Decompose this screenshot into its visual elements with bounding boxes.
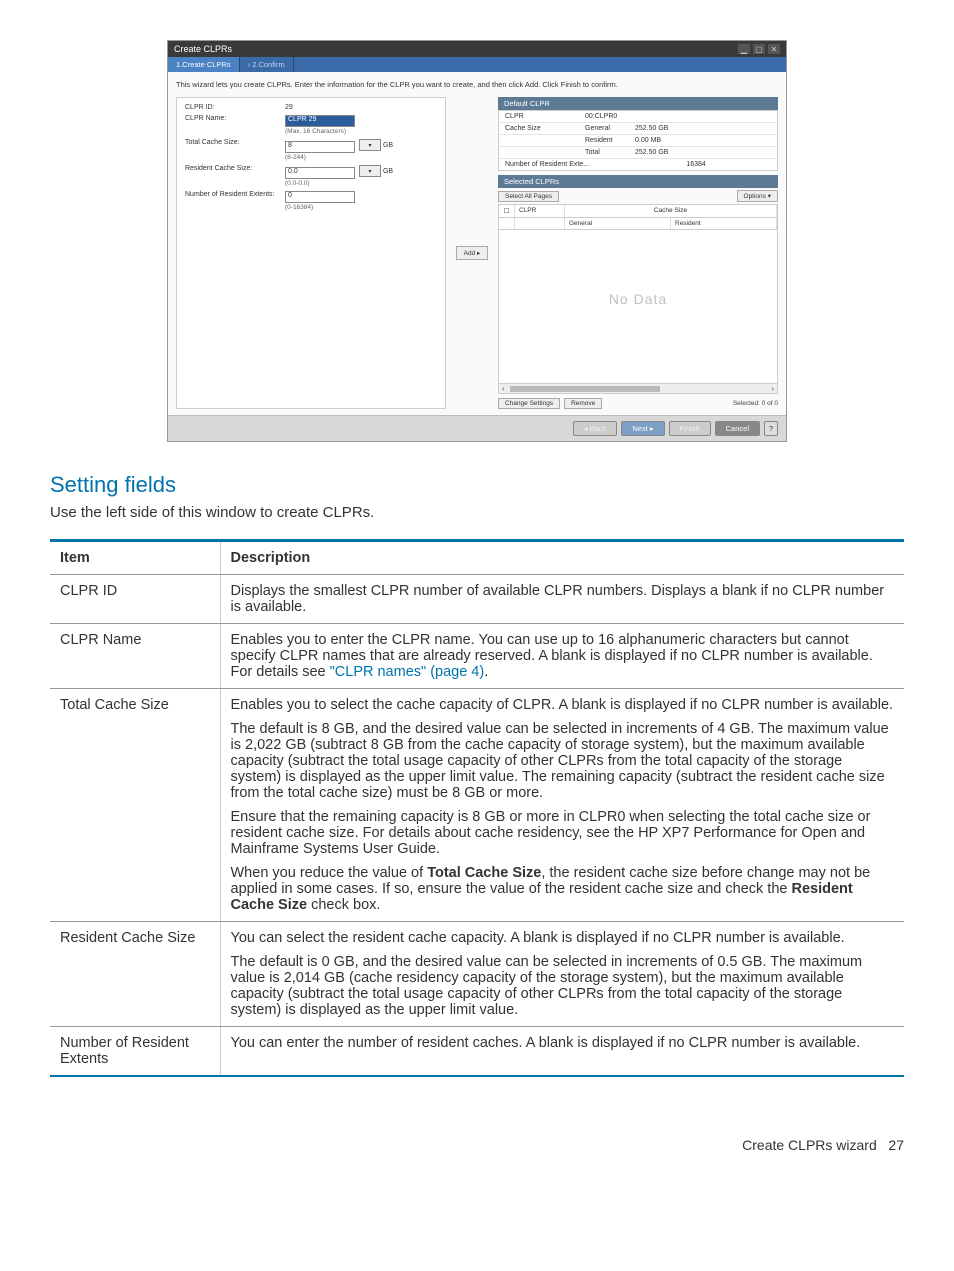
back-button[interactable]: ◂ Back (573, 421, 618, 436)
item-column-header: Item (50, 541, 220, 575)
total-cache-field[interactable]: 8 (285, 141, 355, 153)
help-button[interactable]: ? (764, 421, 778, 436)
horizontal-scrollbar[interactable] (499, 383, 777, 393)
default-clpr-header: Default CLPR (498, 97, 778, 110)
dialog-footer: ◂ Back Next ▸ Finish Cancel ? (168, 415, 786, 441)
cancel-button[interactable]: Cancel (715, 421, 760, 436)
resident-column-header: Resident (671, 218, 777, 229)
resident-cache-unit-dropdown[interactable]: ▾ (359, 165, 381, 177)
default-total-value: 252.50 GB (629, 147, 777, 158)
item-clpr-name: CLPR Name (50, 624, 220, 689)
next-button[interactable]: Next ▸ (621, 421, 664, 436)
maximize-icon[interactable]: ▢ (753, 44, 765, 54)
total-cache-hint: (8-244) (285, 154, 437, 161)
page-footer: Create CLPRs wizard 27 (50, 1137, 904, 1153)
default-resident-value: 0.00 MB (629, 135, 777, 146)
default-general-value: 252.50 GB (629, 123, 777, 134)
default-clpr-panel: CLPR 00:CLPR0 Cache Size General 252.50 … (498, 110, 778, 171)
clpr-name-field[interactable]: CLPR 29 (285, 115, 355, 127)
table-row: CLPR ID Displays the smallest CLPR numbe… (50, 575, 904, 624)
clpr-id-label: CLPR ID: (185, 104, 285, 111)
item-clpr-id: CLPR ID (50, 575, 220, 624)
scrollbar-thumb[interactable] (510, 386, 660, 392)
desc-total-cache: Enables you to select the cache capacity… (220, 689, 904, 922)
tab-create-clprs[interactable]: 1.Create CLPRs (168, 57, 240, 72)
resident-cache-field[interactable]: 0.0 (285, 167, 355, 179)
options-button[interactable]: Options ▾ (737, 190, 778, 202)
minimize-icon[interactable]: ▁ (738, 44, 750, 54)
desc-clpr-id: Displays the smallest CLPR number of ava… (220, 575, 904, 624)
total-cache-label: Total Cache Size: (185, 139, 285, 146)
total-cache-unit-dropdown[interactable]: ▾ (359, 139, 381, 151)
gb-unit-label-2: GB (383, 168, 393, 175)
num-extents-label: Number of Resident Extents: (185, 191, 285, 198)
clpr-name-hint: (Max. 16 Characters) (285, 128, 437, 135)
form-panel: CLPR ID: 29 CLPR Name: CLPR 29 (Max. 16 … (176, 97, 446, 409)
default-numext-label: Number of Resident Exte... (499, 159, 680, 170)
description-column-header: Description (220, 541, 904, 575)
add-button[interactable]: Add ▸ (456, 246, 488, 260)
resident-cache-hint: (0.0-0.0) (285, 180, 437, 187)
dialog-titlebar: Create CLPRs ▁ ▢ ✕ (168, 41, 786, 57)
gb-unit-label: GB (383, 142, 393, 149)
clpr-id-value: 29 (285, 104, 437, 111)
setting-fields-intro: Use the left side of this window to crea… (50, 504, 904, 521)
change-settings-button[interactable]: Change Settings (498, 398, 560, 409)
tab-confirm[interactable]: › 2.Confirm (240, 57, 294, 72)
selected-clprs-table: ☐ CLPR Cache Size General Resident No Da… (498, 204, 778, 394)
remove-button[interactable]: Remove (564, 398, 602, 409)
close-icon[interactable]: ✕ (768, 44, 780, 54)
num-extents-hint: (0-16384) (285, 204, 437, 211)
field-descriptions-table: Item Description CLPR ID Displays the sm… (50, 539, 904, 1077)
default-numext-value: 16384 (680, 159, 777, 170)
table-row: CLPR Name Enables you to enter the CLPR … (50, 624, 904, 689)
setting-fields-heading: Setting fields (50, 472, 904, 498)
wizard-intro: This wizard lets you create CLPRs. Enter… (176, 78, 778, 97)
desc-num-extents: You can enter the number of resident cac… (220, 1027, 904, 1077)
clpr-names-xref[interactable]: "CLPR names" (page 4) (330, 664, 485, 680)
dialog-title: Create CLPRs (174, 44, 232, 54)
table-row: Total Cache Size Enables you to select t… (50, 689, 904, 922)
num-extents-field[interactable]: 0 (285, 191, 355, 203)
item-total-cache: Total Cache Size (50, 689, 220, 922)
table-row: Number of Resident Extents You can enter… (50, 1027, 904, 1077)
default-clpr-label: CLPR (499, 111, 579, 122)
desc-resident-cache: You can select the resident cache capaci… (220, 922, 904, 1027)
clpr-name-label: CLPR Name: (185, 115, 285, 122)
checkbox-column[interactable]: ☐ (499, 205, 515, 217)
create-clprs-dialog: Create CLPRs ▁ ▢ ✕ 1.Create CLPRs › 2.Co… (167, 40, 787, 442)
resident-cache-label: Resident Cache Size: (185, 165, 285, 172)
clpr-column-header: CLPR (515, 205, 565, 217)
default-cachesize-label: Cache Size (499, 123, 579, 134)
default-resident-label: Resident (579, 135, 629, 146)
cachesize-column-header: Cache Size (565, 205, 777, 217)
table-row: Resident Cache Size You can select the r… (50, 922, 904, 1027)
finish-button[interactable]: Finish (669, 421, 711, 436)
select-all-pages-button[interactable]: Select All Pages (498, 191, 559, 202)
item-resident-cache: Resident Cache Size (50, 922, 220, 1027)
default-clpr-value: 00:CLPR0 (579, 111, 777, 122)
selected-clprs-header: Selected CLPRs (498, 175, 778, 188)
general-column-header: General (565, 218, 671, 229)
item-num-extents: Number of Resident Extents (50, 1027, 220, 1077)
default-general-label: General (579, 123, 629, 134)
selected-count-label: Selected: 0 of 0 (733, 400, 778, 407)
wizard-tabs: 1.Create CLPRs › 2.Confirm (168, 57, 786, 72)
desc-clpr-name: Enables you to enter the CLPR name. You … (220, 624, 904, 689)
no-data-label: No Data (609, 291, 667, 307)
default-total-label: Total (579, 147, 629, 158)
